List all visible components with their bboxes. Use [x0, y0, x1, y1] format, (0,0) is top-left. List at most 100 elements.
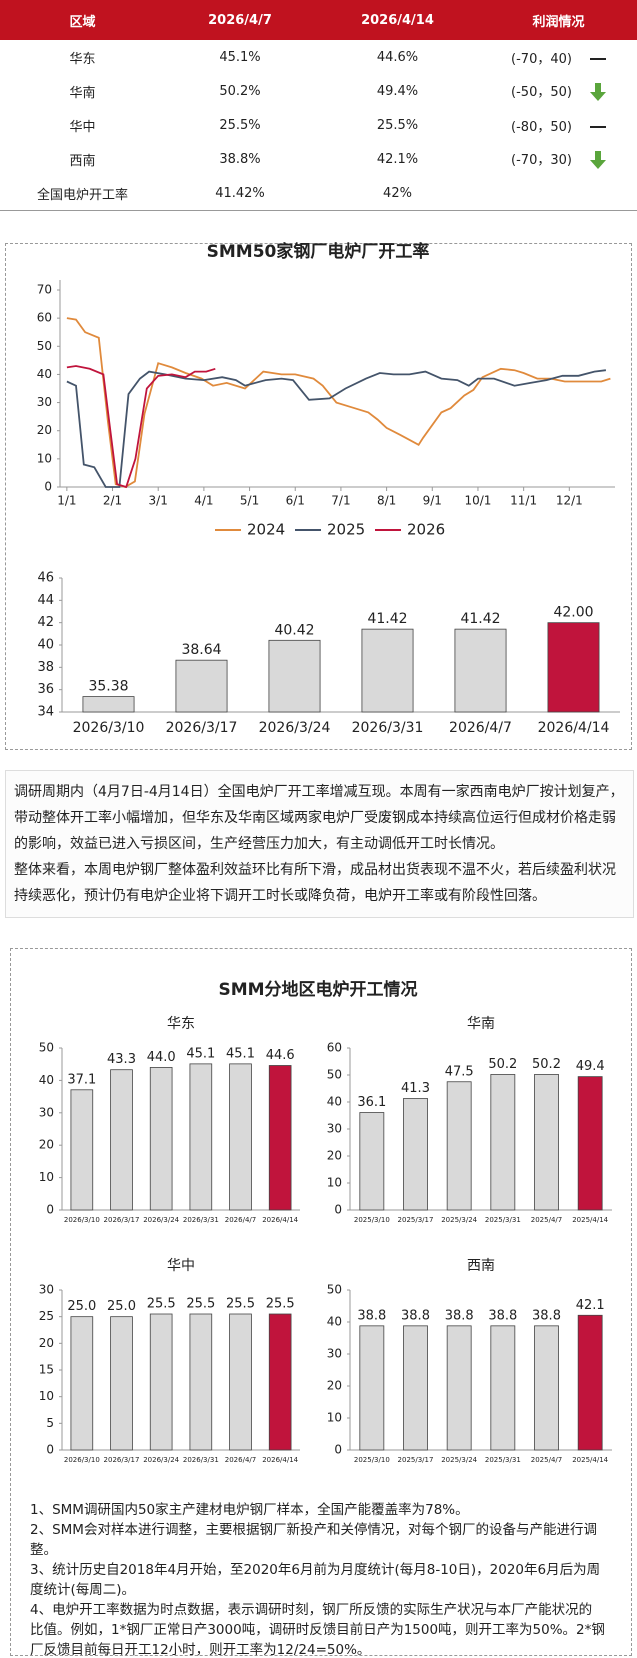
x-tick-label: 2026/3/24	[259, 720, 331, 736]
y-tick-label: 10	[327, 1411, 342, 1425]
x-tick-label: 2026/4/14	[262, 1456, 298, 1464]
chart-title: 华中	[167, 1258, 195, 1274]
value-label: 25.5	[186, 1297, 215, 1312]
y-tick-label: 0	[334, 1443, 342, 1457]
y-tick-label: 20	[39, 1336, 54, 1350]
y-tick-label: 20	[327, 1149, 342, 1163]
value-label: 25.5	[226, 1297, 255, 1312]
bar	[359, 1325, 385, 1451]
y-tick-label: 40	[327, 1315, 342, 1329]
x-tick-label: 2026/3/24	[143, 1216, 179, 1224]
x-tick-label: 2026/4/14	[538, 720, 610, 736]
x-tick-label: 2026/3/31	[183, 1456, 219, 1464]
cell: 44.6%	[376, 49, 419, 65]
x-tick-label: 9/1	[423, 494, 442, 508]
x-tick-label: 2025/3/31	[485, 1216, 521, 1224]
y-tick-label: 30	[37, 395, 52, 409]
value-label: 42.00	[553, 605, 593, 621]
chart-title: 西南	[467, 1258, 495, 1274]
x-tick-label: 6/1	[286, 494, 305, 508]
cell: 41.42%	[165, 176, 315, 211]
y-tick-label: 44	[37, 593, 54, 608]
chart-title: 华南	[467, 1016, 495, 1032]
y-tick-label: 30	[327, 1122, 342, 1136]
bar	[149, 1313, 173, 1451]
y-tick-label: 50	[327, 1068, 342, 1082]
header-cell: 2026/4/14	[315, 0, 480, 40]
cell-text: (-70，40)	[511, 51, 572, 67]
y-tick-label: 40	[327, 1095, 342, 1109]
y-tick-label: 10	[327, 1176, 342, 1190]
x-tick-label: 7/1	[331, 494, 350, 508]
x-tick-label: 12/1	[556, 494, 583, 508]
x-tick-label: 2/1	[103, 494, 122, 508]
line-series	[66, 317, 611, 488]
bar	[454, 628, 507, 713]
bar	[534, 1325, 559, 1451]
value-label: 50.2	[488, 1057, 517, 1072]
x-tick-label: 2026/3/17	[104, 1216, 140, 1224]
cell: 50.2%	[219, 83, 261, 99]
y-tick-label: 20	[327, 1379, 342, 1393]
chart-box	[5, 243, 632, 750]
x-tick-label: 2025/3/24	[441, 1216, 477, 1224]
cell: 42.1%	[376, 151, 419, 167]
bar	[189, 1313, 213, 1451]
cell: 42%	[315, 176, 480, 211]
note: 3、统计历史自2018年4月开始，至2020年6月前为月度统计(每月8-10日)…	[30, 1562, 601, 1598]
x-tick-label: 2025/3/10	[354, 1216, 390, 1224]
x-tick-label: 5/1	[240, 494, 259, 508]
cell: 25.5%	[376, 117, 419, 133]
x-tick-label: 2026/3/17	[166, 720, 238, 736]
y-tick-label: 20	[37, 423, 52, 437]
cell-text: (-50，50)	[511, 84, 572, 100]
value-label: 41.42	[460, 611, 500, 627]
cell: 华东	[69, 51, 96, 67]
cell: 全国电炉开工率	[0, 176, 165, 211]
y-tick-label: 36	[37, 682, 54, 697]
y-tick-label: 50	[327, 1283, 342, 1297]
note: 1、SMM调研国内50家主产建材电炉钢厂样本，全国产能覆盖率为78%。	[30, 1502, 469, 1518]
x-tick-label: 2026/3/10	[64, 1216, 100, 1224]
y-tick-label: 40	[39, 1073, 54, 1087]
value-label: 25.5	[266, 1297, 295, 1312]
x-tick-label: 2026/4/7	[225, 1216, 256, 1224]
bar	[446, 1325, 472, 1451]
table: 区域 2026/4/7 2026/4/14 利润情况 华东 45.1% 44.6% (-70…	[0, 0, 637, 211]
y-tick-label: 10	[39, 1170, 54, 1184]
header-cell: 利润情况	[480, 0, 637, 40]
value-label: 35.38	[88, 679, 128, 695]
value-label: 44.6	[266, 1048, 295, 1063]
y-tick-label: 46	[37, 571, 54, 586]
y-tick-label: 50	[39, 1041, 54, 1055]
bar	[229, 1063, 252, 1211]
cell: 38.8%	[219, 151, 261, 167]
value-label: 43.3	[107, 1052, 136, 1067]
paragraph: 调研周期内（4月7日-4月14日）全国电炉厂开工率增减互现。本周有一家西南电炉厂…	[14, 784, 624, 852]
y-tick-label: 25	[39, 1309, 54, 1323]
legend-label: 2025	[327, 521, 365, 539]
cell-text: (-80，50)	[511, 119, 572, 135]
y-tick-label: 0	[334, 1203, 342, 1217]
y-tick-label: 20	[39, 1138, 54, 1152]
value-label: 38.8	[532, 1308, 561, 1323]
x-tick-label: 8/1	[377, 494, 396, 508]
y-tick-label: 30	[39, 1105, 54, 1119]
bar	[268, 1313, 292, 1451]
bar	[577, 1314, 603, 1451]
bar	[189, 1063, 213, 1211]
flat-icon	[589, 126, 606, 128]
x-tick-label: 2026/3/31	[183, 1216, 219, 1224]
bar	[361, 628, 414, 713]
value-label: 38.8	[401, 1308, 430, 1323]
value-label: 37.1	[67, 1072, 96, 1087]
x-tick-label: 2025/4/14	[572, 1216, 608, 1224]
legend-label: 2026	[407, 521, 445, 539]
x-tick-label: 1/1	[57, 494, 76, 508]
y-tick-label: 38	[37, 660, 54, 675]
x-tick-label: 2025/3/17	[398, 1456, 434, 1464]
note: 2、SMM会对样本进行调整，主要根据钢厂新投产和关停情况，对每个钢厂的设备与产能…	[30, 1522, 597, 1558]
y-tick-label: 34	[37, 705, 54, 720]
cell: (-70，40)	[480, 40, 637, 74]
